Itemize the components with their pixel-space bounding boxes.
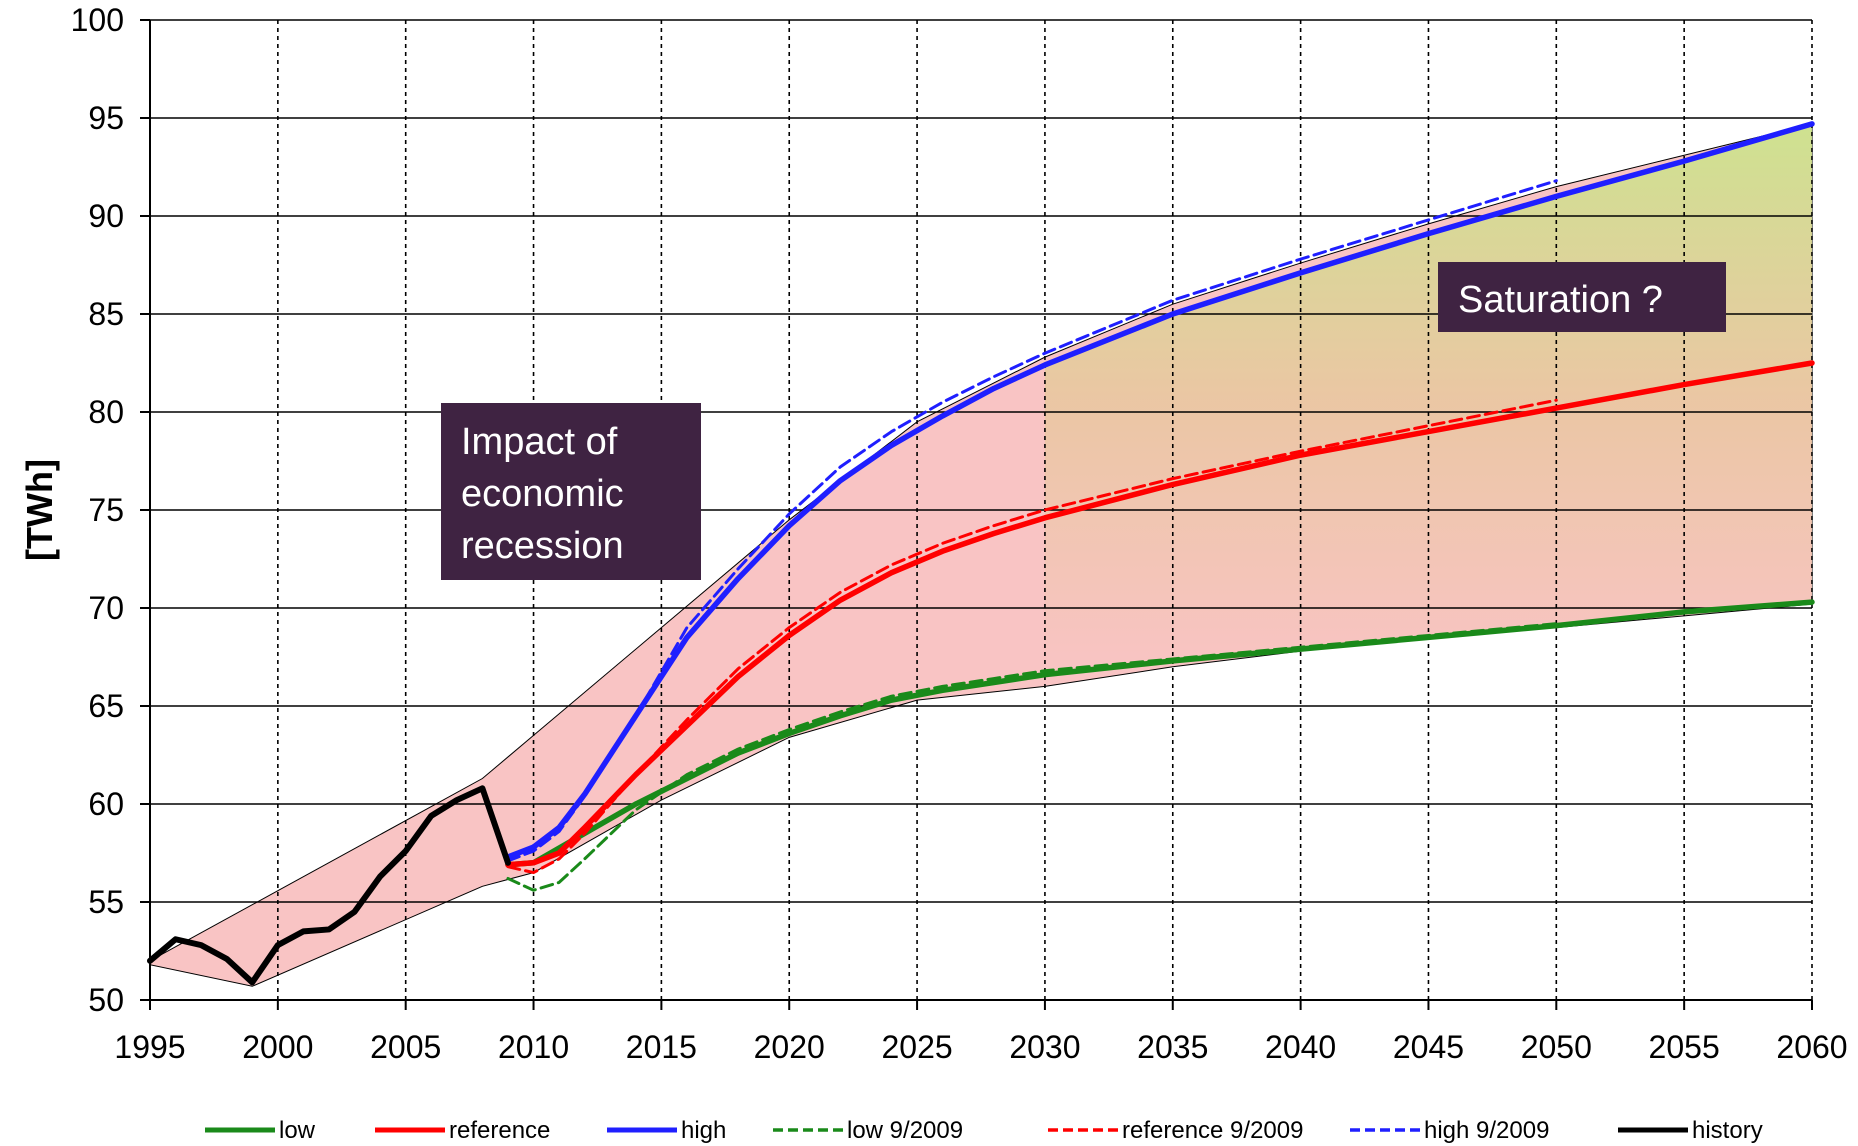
series-line-low (505, 599, 1815, 868)
x-tick-label: 2010 (498, 1029, 569, 1065)
axes: 50 55 60 65 70 75 80 85 90 95 100 1995 2000 2005 2010 2… (19, 2, 1848, 1065)
x-tick-label: 2005 (370, 1029, 441, 1065)
x-tick-label: 2015 (626, 1029, 697, 1065)
legend-label: high 9/2009 (1424, 1117, 1549, 1144)
y-tick-label: 65 (88, 688, 124, 724)
x-tick-label: 2035 (1137, 1029, 1208, 1065)
annotation-text: recession (461, 525, 624, 567)
x-tick-label: 2050 (1521, 1029, 1592, 1065)
x-tick-label: 2060 (1776, 1029, 1847, 1065)
series-line-history (147, 785, 511, 986)
annotation-box (441, 403, 701, 580)
annotation-text: Impact of (461, 421, 618, 463)
x-tick-label: 2000 (242, 1029, 313, 1065)
y-tick-label: 75 (88, 492, 124, 528)
y-tick-label: 100 (71, 2, 124, 38)
y-tick-label: 95 (88, 100, 124, 136)
legend-label: reference (449, 1117, 550, 1144)
annotation-box (1438, 262, 1726, 332)
legend: low reference high low 9/2009 reference 9/20… (205, 1117, 1763, 1144)
series-layer (147, 121, 1815, 986)
series-line-reference (505, 360, 1815, 868)
y-tick-label: 70 (88, 590, 124, 626)
annotations: Impact of economic recession Saturation ? (441, 262, 1726, 580)
y-tick-label: 55 (88, 884, 124, 920)
legend-label: low 9/2009 (847, 1117, 963, 1144)
x-tick-label: 2040 (1265, 1029, 1336, 1065)
legend-label: low (279, 1117, 316, 1144)
y-tick-label: 85 (88, 296, 124, 332)
x-tick-label: 2025 (881, 1029, 952, 1065)
series-line-reference-9-2009 (506, 398, 1558, 875)
legend-label: high (681, 1117, 726, 1144)
y-tick-label: 90 (88, 198, 124, 234)
x-tick-label: 1995 (114, 1029, 185, 1065)
y-tick-label: 60 (88, 786, 124, 822)
y-tick-label: 50 (88, 982, 124, 1018)
x-tick-label: 2055 (1649, 1029, 1720, 1065)
series-line-low-9-2009 (506, 622, 1558, 892)
legend-label: reference 9/2009 (1122, 1117, 1303, 1144)
annotation-text: Saturation ? (1458, 279, 1663, 321)
series-line-high (505, 121, 1815, 860)
x-tick-label: 2030 (1009, 1029, 1080, 1065)
legend-label: history (1692, 1117, 1763, 1144)
x-tick-label: 2020 (754, 1029, 825, 1065)
series-line-high-9-2009 (506, 179, 1558, 863)
y-axis-title: [TWh] (19, 459, 60, 561)
y-tick-label: 80 (88, 394, 124, 430)
x-tick-label: 2045 (1393, 1029, 1464, 1065)
annotation-text: economic (461, 473, 624, 515)
